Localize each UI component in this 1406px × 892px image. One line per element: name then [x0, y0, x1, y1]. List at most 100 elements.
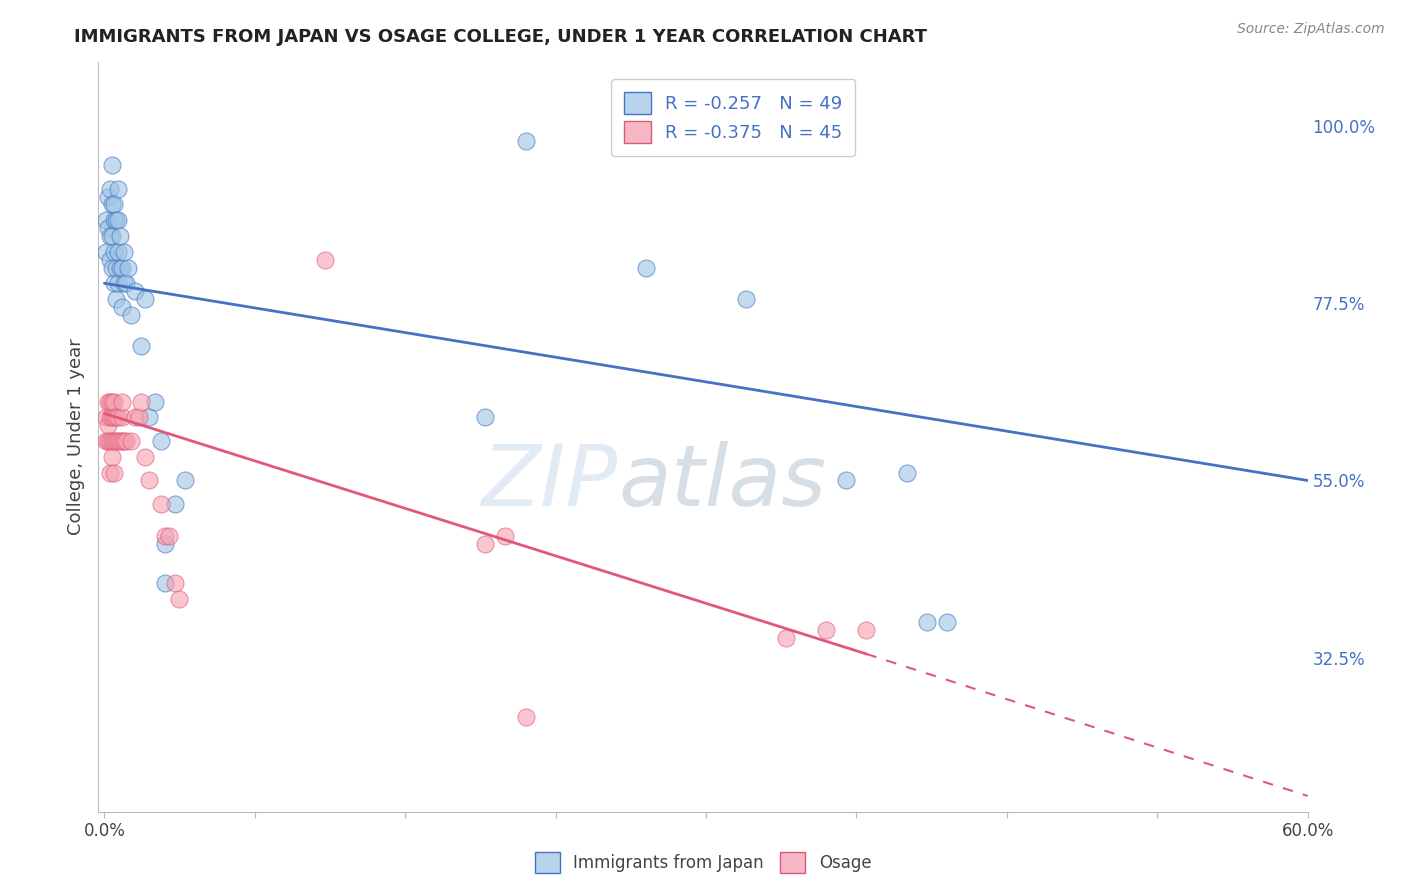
Point: [128, 410, 150, 425]
Point: [110, 260, 132, 275]
Point: [97, 189, 120, 203]
Point: [105, 213, 128, 227]
Point: [105, 292, 128, 306]
Point: [97, 221, 120, 235]
Point: [97, 434, 120, 448]
Point: [100, 252, 122, 267]
Point: [157, 529, 180, 543]
Point: [111, 300, 134, 314]
Text: IMMIGRANTS FROM JAPAN VS OSAGE COLLEGE, UNDER 1 YEAR CORRELATION CHART: IMMIGRANTS FROM JAPAN VS OSAGE COLLEGE, …: [75, 28, 927, 45]
Point: [153, 529, 176, 543]
Point: [105, 260, 128, 275]
Point: [96, 244, 118, 259]
Point: [110, 434, 132, 448]
Point: [101, 260, 124, 275]
Point: [96, 410, 118, 425]
Point: [495, 529, 517, 543]
Point: [100, 229, 122, 244]
Point: [100, 181, 122, 195]
Y-axis label: College, Under 1 year: College, Under 1 year: [66, 339, 84, 535]
Point: [103, 213, 125, 227]
Point: [101, 434, 124, 448]
Point: [896, 466, 918, 480]
Text: Source: ZipAtlas.com: Source: ZipAtlas.com: [1237, 22, 1385, 37]
Point: [107, 277, 129, 291]
Point: [634, 260, 657, 275]
Point: [129, 339, 152, 353]
Point: [474, 410, 496, 425]
Point: [515, 134, 537, 148]
Point: [111, 394, 134, 409]
Point: [103, 466, 125, 480]
Point: [134, 450, 156, 464]
Point: [149, 434, 172, 448]
Point: [735, 292, 758, 306]
Point: [101, 229, 124, 244]
Point: [103, 434, 125, 448]
Point: [105, 410, 128, 425]
Point: [100, 394, 122, 409]
Point: [101, 410, 124, 425]
Point: [314, 252, 336, 267]
Point: [117, 260, 139, 275]
Point: [107, 244, 129, 259]
Point: [149, 497, 172, 511]
Point: [163, 576, 186, 591]
Point: [173, 474, 195, 488]
Point: [111, 410, 134, 425]
Point: [100, 434, 122, 448]
Point: [835, 474, 858, 488]
Point: [96, 213, 118, 227]
Point: [129, 394, 152, 409]
Point: [107, 434, 129, 448]
Point: [100, 410, 122, 425]
Point: [114, 277, 136, 291]
Point: [107, 410, 129, 425]
Point: [855, 624, 877, 638]
Point: [110, 229, 132, 244]
Point: [915, 615, 938, 630]
Point: [138, 410, 160, 425]
Point: [124, 284, 146, 298]
Point: [120, 308, 142, 322]
Point: [134, 292, 156, 306]
Point: [515, 710, 537, 724]
Point: [115, 277, 138, 291]
Point: [105, 434, 128, 448]
Legend: Immigrants from Japan, Osage: Immigrants from Japan, Osage: [529, 846, 877, 880]
Point: [114, 244, 136, 259]
Point: [97, 394, 120, 409]
Point: [107, 213, 129, 227]
Point: [103, 410, 125, 425]
Legend: R = -0.257   N = 49, R = -0.375   N = 45: R = -0.257 N = 49, R = -0.375 N = 45: [612, 79, 855, 155]
Point: [815, 624, 838, 638]
Point: [96, 434, 118, 448]
Point: [114, 434, 136, 448]
Point: [103, 244, 125, 259]
Point: [103, 197, 125, 211]
Point: [163, 497, 186, 511]
Point: [101, 158, 124, 172]
Point: [167, 591, 190, 606]
Point: [138, 474, 160, 488]
Point: [120, 434, 142, 448]
Point: [935, 615, 957, 630]
Point: [111, 434, 134, 448]
Point: [101, 197, 124, 211]
Point: [124, 410, 146, 425]
Point: [143, 394, 166, 409]
Point: [107, 181, 129, 195]
Point: [153, 536, 176, 550]
Point: [103, 394, 125, 409]
Point: [115, 434, 138, 448]
Point: [111, 260, 134, 275]
Point: [153, 576, 176, 591]
Point: [474, 536, 496, 550]
Point: [101, 394, 124, 409]
Point: [101, 450, 124, 464]
Point: [100, 466, 122, 480]
Point: [103, 277, 125, 291]
Text: ZIP: ZIP: [482, 441, 619, 524]
Point: [775, 631, 797, 645]
Text: atlas: atlas: [619, 441, 827, 524]
